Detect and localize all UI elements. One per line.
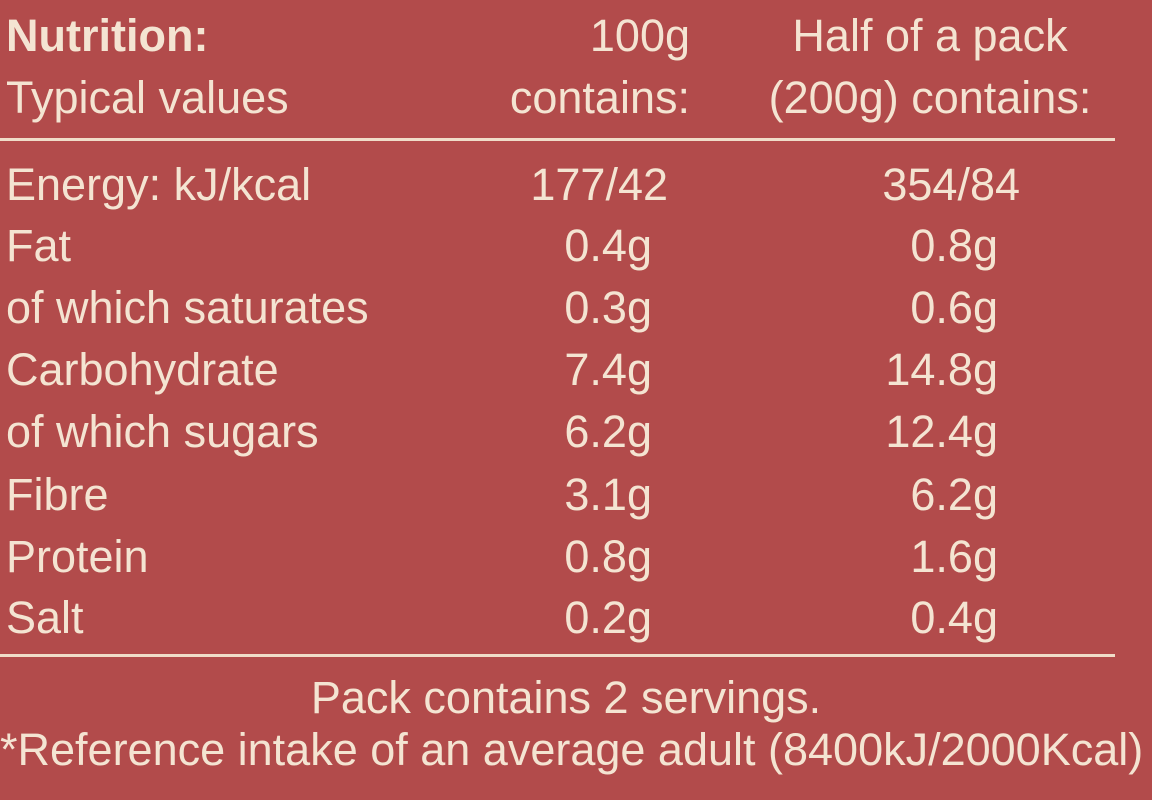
per-100g-value: 7.4g (564, 344, 652, 395)
footer-note: *Reference intake of an average adult (8… (0, 724, 1144, 775)
nutrient-name: Fibre (6, 469, 109, 520)
nutrient-name: Protein (6, 531, 149, 582)
per-100g-value: 0.8g (564, 531, 652, 582)
per-serving-value: 0.8g (910, 220, 998, 271)
per-100g-value: 0.2g (564, 592, 652, 643)
footer-rule (0, 654, 1115, 657)
column-heading: 100g (589, 10, 690, 61)
nutrient-name: of which sugars (6, 406, 319, 457)
nutrient-name: of which saturates (6, 282, 369, 333)
per-serving-value: 14.8g (885, 344, 998, 395)
nutrient-name: Carbohydrate (6, 344, 279, 395)
column-heading: contains: (509, 72, 690, 123)
per-100g-value: 177/42 (530, 159, 668, 210)
per-100g-value: 3.1g (564, 469, 652, 520)
per-serving-value: 0.4g (910, 592, 998, 643)
header-title: Nutrition: (6, 10, 209, 61)
per-100g-value: 0.3g (564, 282, 652, 333)
footer-note: Pack contains 2 servings. (310, 672, 822, 723)
per-serving-value: 0.6g (910, 282, 998, 333)
per-100g-value: 6.2g (564, 406, 652, 457)
per-serving-value: 12.4g (885, 406, 998, 457)
per-serving-value: 354/84 (882, 159, 1020, 210)
header-subtitle: Typical values (6, 72, 289, 123)
per-serving-value: 1.6g (910, 531, 998, 582)
column-heading: (200g) contains: (768, 72, 1092, 123)
per-serving-value: 6.2g (910, 469, 998, 520)
nutrient-name: Energy: kJ/kcal (6, 159, 312, 210)
nutrient-name: Salt (6, 592, 84, 643)
per-100g-value: 0.4g (564, 220, 652, 271)
column-heading: Half of a pack (792, 10, 1068, 61)
header-rule (0, 138, 1115, 141)
nutrient-name: Fat (6, 220, 72, 271)
